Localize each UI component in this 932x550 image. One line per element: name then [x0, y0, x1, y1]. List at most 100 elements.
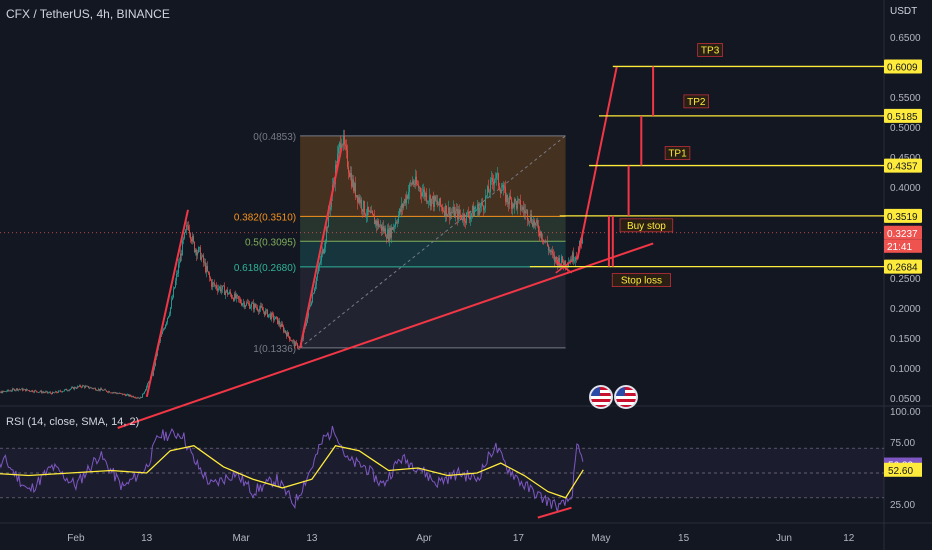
candle-body — [509, 195, 510, 205]
candle-body — [107, 391, 108, 393]
candle-body — [462, 218, 463, 221]
price-tag: 0.2684 — [887, 263, 918, 274]
candle-body — [485, 195, 486, 209]
price-tick-label: 0.4500 — [890, 153, 921, 164]
candle-body — [274, 319, 275, 320]
price-tag: 0.5185 — [887, 112, 918, 123]
candle-body — [536, 220, 537, 223]
us-flag-icon[interactable] — [589, 385, 613, 409]
candle-body — [260, 305, 261, 309]
candle-body — [232, 297, 233, 299]
candle-body — [29, 390, 30, 392]
candle-body — [541, 231, 542, 239]
price-tick-label: 0.2000 — [890, 304, 921, 315]
candle-body — [508, 202, 509, 205]
us-flag-icon[interactable] — [614, 385, 638, 409]
candle-body — [133, 396, 134, 398]
candle-body — [134, 397, 135, 399]
candle-body — [451, 212, 452, 214]
candle-body — [196, 249, 197, 256]
impulse-leg-1[interactable] — [145, 209, 189, 398]
rsi-divergence-line[interactable] — [537, 506, 572, 519]
candle-body — [434, 195, 435, 207]
candle-body — [423, 189, 424, 193]
candle-body — [576, 257, 577, 259]
candle-body — [378, 220, 379, 228]
candle-body — [127, 394, 128, 396]
candle-body — [62, 391, 63, 393]
candle-body — [178, 263, 179, 274]
candle-body — [479, 207, 480, 215]
candle-body — [10, 390, 11, 392]
time-tick-label: 12 — [843, 533, 855, 544]
candle-body — [97, 390, 98, 391]
projection-leg[interactable] — [576, 66, 618, 260]
candle-body — [307, 315, 308, 323]
candle-body — [246, 302, 247, 306]
candle-body — [490, 179, 491, 193]
candle-body — [262, 307, 263, 311]
candle-body — [545, 240, 546, 242]
candle-body — [370, 211, 371, 213]
candle-body — [43, 392, 44, 393]
candle-body — [265, 310, 266, 315]
candle-body — [542, 238, 543, 240]
candle-body — [261, 305, 262, 308]
candle-body — [387, 229, 388, 239]
candle-body — [489, 192, 490, 194]
candle-body — [360, 199, 361, 204]
candle-body — [194, 241, 195, 252]
candle-body — [218, 288, 219, 291]
candle-body — [456, 208, 457, 211]
candle-body — [428, 201, 429, 203]
candle-body — [394, 226, 395, 227]
support-trendline[interactable] — [117, 242, 654, 429]
candle-body — [164, 328, 165, 330]
candle-body — [436, 200, 437, 202]
chart-title: CFX / TetherUS, 4h, BINANCE — [6, 7, 170, 21]
candle-body — [142, 393, 143, 398]
candle-body — [431, 198, 432, 207]
candle-body — [392, 227, 393, 230]
candle-body — [519, 199, 520, 201]
candle-body — [186, 225, 187, 230]
fib-level-label: 0.618(0.2680) — [234, 263, 296, 274]
impulse-leg-2[interactable] — [299, 147, 343, 349]
level-label-tp3: TP3 — [701, 45, 720, 56]
candle-body — [418, 184, 419, 189]
fib-trend-line[interactable] — [299, 135, 566, 349]
candle-body — [495, 178, 496, 180]
candle-body — [14, 389, 15, 391]
candle-body — [68, 390, 69, 392]
candle-body — [64, 389, 65, 391]
candle-body — [556, 256, 557, 260]
candle-body — [45, 391, 46, 393]
candle-body — [219, 286, 220, 289]
candle-body — [432, 196, 433, 199]
candle-body — [242, 303, 243, 306]
drawings[interactable]: TP3 TP2 TP1 Buy stop Stop loss — [0, 43, 884, 429]
fib-zone-618-1 — [300, 266, 566, 348]
candle-body — [59, 390, 60, 392]
candle-body — [430, 195, 431, 207]
candle-body — [294, 341, 295, 347]
time-tick-label: Apr — [416, 533, 432, 544]
candle-body — [143, 393, 144, 395]
candle-body — [212, 282, 213, 287]
candle-body — [51, 393, 52, 395]
candle-body — [112, 392, 113, 394]
candle-body — [75, 387, 76, 389]
candle-body — [404, 199, 405, 204]
candle-body — [410, 183, 411, 185]
candle-body — [31, 390, 32, 392]
fibonacci-retracement[interactable]: 0(0.4853) 0.382(0.3510) 0.5(0.3095) 0.618(0… — [234, 132, 566, 355]
candle-body — [390, 228, 391, 238]
candle-body — [552, 250, 553, 254]
candle-body — [471, 213, 472, 216]
candle-body — [12, 388, 13, 391]
candle-body — [399, 208, 400, 216]
candle-body — [198, 247, 199, 253]
candle-body — [537, 220, 538, 226]
candle-body — [317, 272, 318, 278]
